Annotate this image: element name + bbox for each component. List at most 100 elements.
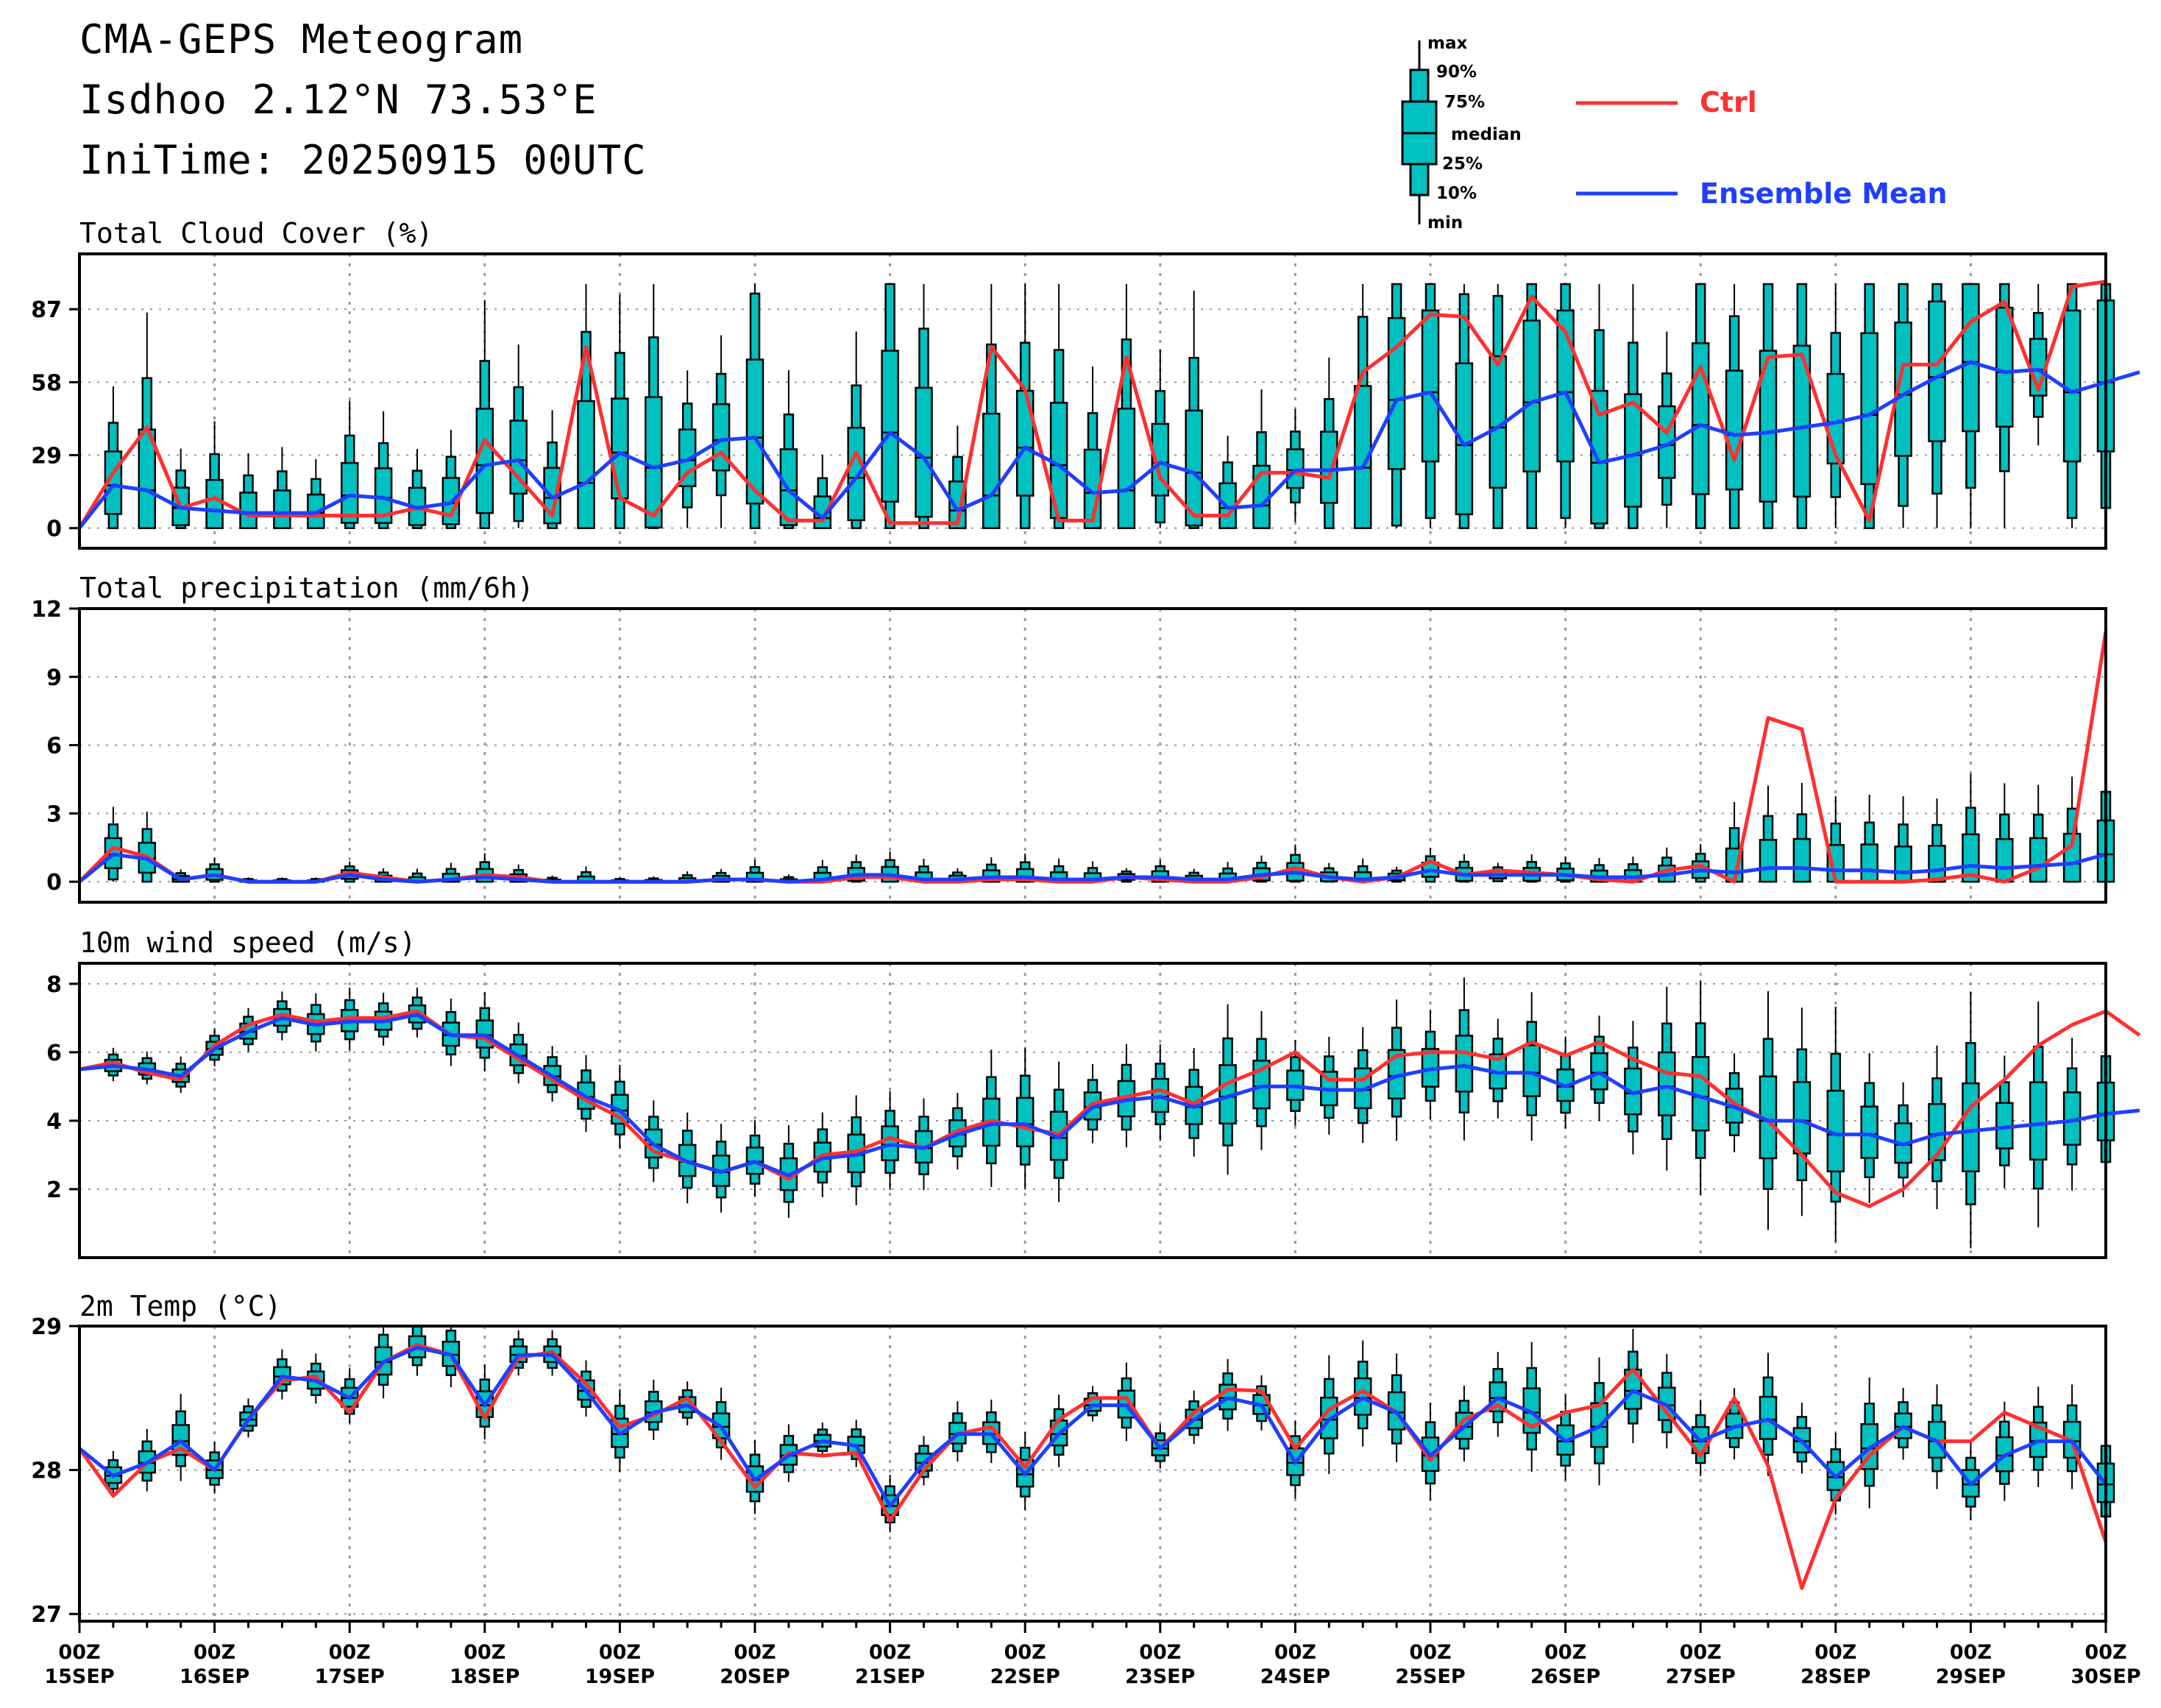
ensemble-box [1286,408,1305,522]
ensemble-box [577,866,595,883]
ensemble-box [1759,283,1778,529]
x-tick-time: 00Z [599,1641,641,1664]
ensemble-box [948,425,967,529]
ensemble-box [1995,1055,2014,1188]
ensemble-box [1252,1010,1271,1150]
panel-1: Total Cloud Cover (%) 0 29 58 87 [31,217,2140,550]
ensemble-box [1928,283,1946,528]
ctrl-line [77,1342,2108,1590]
ensemble-box [374,411,393,529]
legend-p90: 90% [1436,63,1477,82]
x-tick-time: 00Z [1680,1641,1722,1664]
y-tick-label: 29 [31,444,62,469]
x-tick-time: 00Z [464,1641,505,1664]
ensemble-box [1455,977,1474,1141]
ensemble-box [475,992,494,1071]
ensemble-box [982,1049,1001,1187]
ensemble-box [2029,284,2048,446]
panel-title: Total precipitation (mm/6h) [79,572,534,604]
ensemble-box [1860,283,1878,529]
ensemble-box [779,1125,798,1218]
panel-4: 2m Temp (°C) 27 28 29 [31,1290,2115,1628]
ensemble-box [1894,796,1912,883]
panel-frame [78,962,2107,1259]
ensemble-box [712,335,731,528]
ensemble-box [1320,1036,1338,1135]
y-tick-label: 12 [31,597,62,623]
x-tick-date: 16SEP [180,1665,249,1688]
ensemble-box [1691,283,1710,529]
ensemble-box [1387,283,1406,528]
ensemble-box [1894,1387,1912,1460]
legend-min: min [1427,213,1463,233]
ensemble-box [1590,284,1608,529]
y-tick-label: 28 [31,1459,62,1484]
ensemble-box [1185,291,1203,529]
ensemble-box [1860,1052,1878,1203]
legend-ctrl-label: Ctrl [1700,86,1757,118]
ensemble-box [408,449,427,529]
x-tick-date: 28SEP [1800,1665,1870,1688]
ensemble-box [1151,349,1170,528]
ensemble-box [1522,283,1541,529]
ensemble-box [104,386,123,529]
ensemble-box [1894,283,1912,528]
init-time-line: IniTime: 20250915 00UTC [79,137,647,183]
ensemble-box [1488,1018,1508,1119]
y-tick-label: 87 [31,297,62,323]
x-tick-time: 00Z [1004,1641,1046,1664]
legend-mean-label: Ensemble Mean [1700,177,1948,210]
ensemble-box [779,369,798,529]
ensemble-box [1083,366,1102,529]
y-tick-label: 58 [31,370,62,396]
ensemble-box [1658,986,1676,1171]
y-tick-label: 4 [46,1109,62,1135]
ensemble-mean-line [78,1345,2107,1508]
y-tick-label: 6 [46,1041,62,1066]
ensemble-box [273,1349,291,1400]
x-tick-date: 25SEP [1395,1665,1465,1688]
figure-title: CMA-GEPS Meteogram [79,16,524,63]
ensemble-box [2062,283,2082,528]
panel-frame [78,252,2107,550]
x-tick-date: 18SEP [450,1665,519,1688]
ensemble-box [1691,843,1710,883]
legend-median: median [1451,125,1522,144]
ensemble-box [239,453,258,529]
ensemble-box [138,811,157,883]
ensemble-box [1860,794,1878,883]
y-tick-label: 6 [46,734,62,759]
ensemble-box [678,370,697,528]
legend-box-icon [1401,40,1438,224]
x-tick-date: 19SEP [585,1665,655,1688]
ensemble-box [915,284,933,529]
ensemble-box [340,400,359,529]
ensemble-box [1353,284,1372,529]
ensemble-box [2062,776,2082,883]
legend-p25: 25% [1442,155,1483,174]
ensemble-box [1792,283,1812,529]
ensemble-box [678,1112,697,1204]
ensemble-box [1624,1021,1642,1155]
x-tick-time: 00Z [58,1641,100,1664]
ensemble-box [1624,284,1642,529]
y-tick-label: 27 [31,1602,62,1628]
ensemble-box [1421,283,1440,528]
ensemble-box [1759,785,1778,883]
ensemble-mean-line [78,852,2107,884]
ensemble-box [1421,1010,1440,1120]
y-tick-label: 2 [46,1177,62,1203]
ensemble-box [745,1120,764,1197]
panel-title: 10m wind speed (m/s) [79,926,416,959]
ensemble-box [1522,1342,1541,1472]
ensemble-box [1488,284,1508,529]
x-tick-date: 23SEP [1125,1665,1195,1688]
x-tick-time: 00Z [869,1641,911,1664]
x-tick-time: 00Z [1139,1641,1181,1664]
ensemble-box [1590,1016,1608,1121]
ensemble-mean-line [78,360,2140,530]
ensemble-box [712,1124,731,1213]
ensemble-box [1759,991,1778,1230]
ctrl-line [79,1009,2141,1208]
ensemble-box [475,300,494,529]
